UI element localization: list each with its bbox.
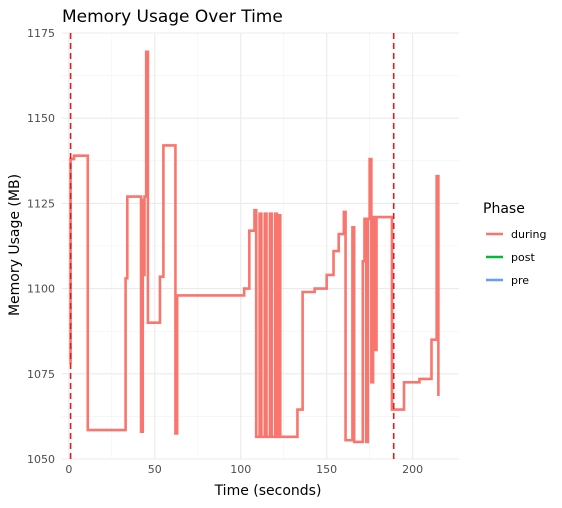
chart-title: Memory Usage Over Time [62, 7, 283, 27]
y-tick-label: 1125 [27, 197, 55, 210]
legend: Phase during post pre [483, 201, 547, 287]
y-axis-title: Memory Usage (MB) [7, 174, 23, 316]
x-tick-label: 200 [402, 463, 423, 476]
y-tick-label: 1150 [27, 112, 55, 125]
legend-label-pre: pre [511, 274, 529, 287]
x-tick-label: 150 [316, 463, 337, 476]
y-tick-label: 1175 [27, 27, 55, 40]
y-tick-label: 1075 [27, 368, 55, 381]
x-tick-label: 0 [65, 463, 72, 476]
x-tick-label: 100 [230, 463, 251, 476]
x-axis-title: Time (seconds) [214, 483, 322, 499]
y-tick-label: 1050 [27, 453, 55, 466]
y-tick-label: 1100 [27, 283, 55, 296]
series-line-during [69, 50, 440, 444]
legend-label-during: during [511, 228, 547, 241]
legend-label-post: post [511, 251, 535, 264]
x-tick-label: 50 [148, 463, 162, 476]
legend-title: Phase [483, 201, 525, 217]
